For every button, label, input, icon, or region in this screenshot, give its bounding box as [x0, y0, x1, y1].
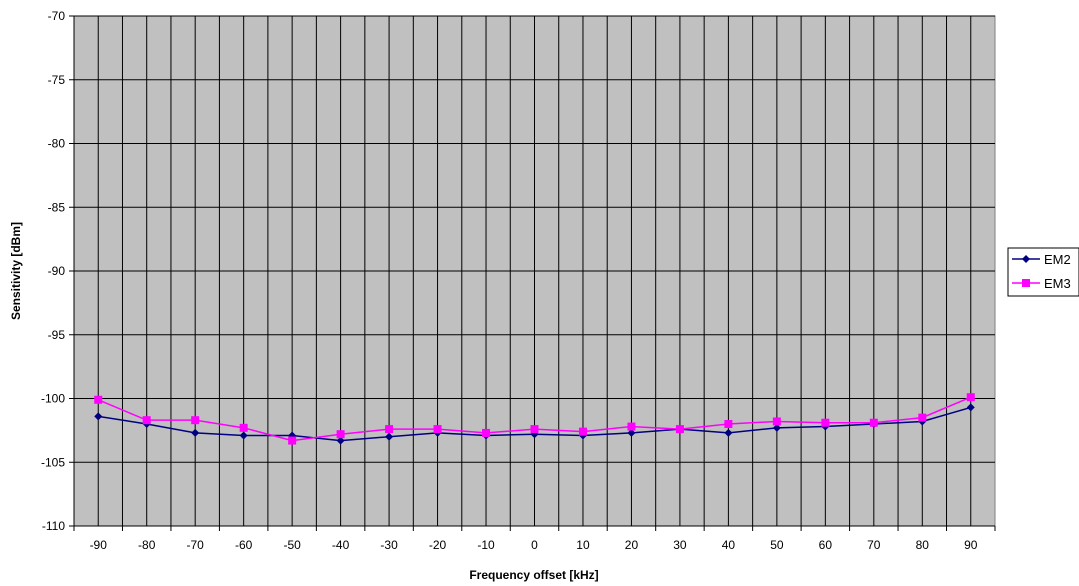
x-tick-label: 90: [964, 538, 978, 552]
data-point: [239, 431, 248, 440]
series-em3: [94, 393, 975, 445]
data-point: [336, 430, 345, 439]
data-point: [821, 418, 830, 427]
x-tick-label: -60: [235, 538, 253, 552]
data-point: [191, 416, 200, 425]
x-tick-label: -80: [138, 538, 156, 552]
data-point: [94, 412, 103, 421]
y-tick-label: -110: [42, 519, 65, 533]
x-tick-label: -50: [283, 538, 301, 552]
x-tick-labels: -90 -80 -70 -60 -50 -40 -30 -20 -10 0 10 20 30 40 50 60…: [90, 538, 978, 552]
legend: EM2 EM3: [1007, 247, 1079, 297]
x-tick-label: 60: [819, 538, 833, 552]
x-tick-label: -30: [380, 538, 398, 552]
y-tick-label: -105: [41, 455, 65, 469]
data-point: [433, 425, 442, 434]
data-point: [239, 423, 248, 432]
x-tick-label: 30: [673, 538, 687, 552]
y-tick-label: -95: [48, 328, 66, 342]
data-point: [288, 436, 297, 445]
axis-ticks: [69, 15, 996, 531]
y-tick-label: -75: [48, 73, 66, 87]
data-point: [918, 413, 927, 422]
x-tick-label: 80: [916, 538, 930, 552]
data-point: [724, 428, 733, 437]
data-point: [142, 416, 151, 425]
data-point: [675, 425, 684, 434]
data-point: [966, 403, 975, 412]
data-point: [627, 428, 636, 437]
data-point: [94, 395, 103, 404]
y-tick-label: -70: [48, 9, 66, 23]
data-point: [966, 393, 975, 402]
legend-label: EM3: [1044, 276, 1071, 291]
data-point: [772, 417, 781, 426]
data-point: [482, 428, 491, 437]
data-point: [578, 427, 587, 436]
legend-box: [1007, 247, 1079, 297]
data-point: [772, 423, 781, 432]
x-tick-label: 20: [625, 538, 639, 552]
y-tick-label: -100: [41, 392, 65, 406]
x-tick-label: 10: [576, 538, 590, 552]
y-tick-label: -90: [48, 264, 66, 278]
x-tick-label: 0: [531, 538, 538, 552]
x-tick-label: 70: [867, 538, 881, 552]
legend-item-em2: EM2: [1012, 252, 1071, 267]
legend-marker: [1022, 255, 1030, 263]
y-axis-title: Sensitivity [dBm]: [9, 222, 23, 320]
series-layer: [94, 393, 975, 445]
y-tick-label: -80: [48, 137, 66, 151]
x-tick-label: 50: [770, 538, 784, 552]
legend-item-em3: EM3: [1012, 276, 1071, 291]
x-axis-title: Frequency offset [kHz]: [469, 568, 598, 582]
x-tick-label: -70: [187, 538, 205, 552]
x-tick-label: -90: [90, 538, 108, 552]
x-tick-label: -40: [332, 538, 350, 552]
legend-label: EM2: [1044, 252, 1071, 267]
data-point: [530, 425, 539, 434]
data-point: [724, 420, 733, 428]
legend-marker: [1022, 279, 1030, 287]
data-point: [869, 418, 878, 427]
data-point: [627, 422, 636, 431]
x-tick-label: -10: [477, 538, 495, 552]
y-tick-label: -85: [48, 200, 66, 214]
data-point: [385, 425, 394, 434]
data-point: [385, 432, 394, 441]
y-tick-labels: -70 -75 -80 -85 -90 -95 -100 -105 -110: [41, 9, 65, 533]
data-point: [336, 436, 345, 445]
data-point: [191, 428, 200, 437]
x-tick-label: -20: [429, 538, 447, 552]
x-tick-label: 40: [722, 538, 736, 552]
